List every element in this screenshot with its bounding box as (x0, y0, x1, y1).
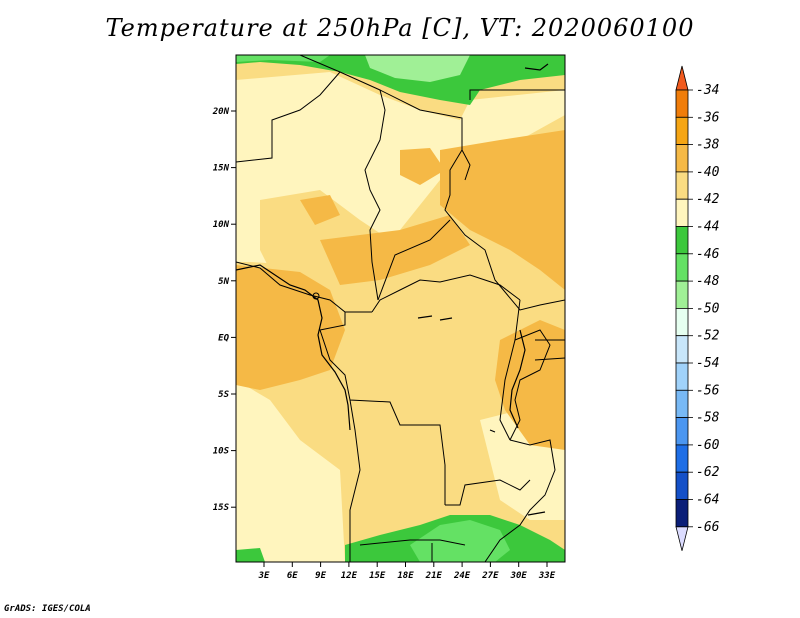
colorbar-swatch (675, 198, 689, 227)
x-tick-label: 15E (369, 571, 386, 581)
field-orange-patch-1 (400, 148, 445, 185)
y-tick-label: 5S (218, 390, 229, 400)
colorbar-label: -48 (696, 274, 720, 289)
x-tick-label: 3E (258, 571, 270, 581)
y-tick-label: 20N (212, 107, 230, 117)
field-orange-northeast (440, 130, 565, 290)
coastlines-lakes (236, 63, 549, 516)
y-tick-label: 15N (213, 164, 230, 174)
colorbar-swatch (675, 335, 689, 364)
colorbar-label: -64 (696, 493, 719, 508)
y-tick-label: 10N (213, 220, 230, 230)
x-tick-label: 33E (538, 571, 556, 581)
x-tick-label: 24E (453, 571, 471, 581)
x-tick-label: 30E (510, 571, 528, 581)
colorbar-top-arrow (675, 65, 689, 91)
colorbar-label: -34 (696, 83, 719, 98)
colorbar-label: -54 (696, 356, 719, 371)
y-tick-label: 10S (213, 447, 230, 457)
lake-marker (312, 292, 320, 300)
colorbar-label: -60 (696, 438, 720, 453)
colorbar-label: -40 (696, 165, 720, 180)
temperature-field (236, 55, 565, 562)
field-green-north (236, 55, 565, 105)
colorbar-bottom-arrow (675, 526, 689, 551)
field-lightgreen-south (410, 520, 510, 562)
colorbar-swatch (675, 253, 689, 282)
colorbar-label: -52 (696, 329, 720, 344)
field-orange-west (236, 265, 345, 390)
map-title: Temperature at 250hPa [C], VT: 202006010… (105, 14, 695, 42)
country-borders (236, 55, 565, 562)
colorbar-swatch (675, 226, 689, 255)
field-orange-central-band (320, 215, 470, 285)
x-tick-label: 12E (341, 571, 358, 581)
colorbar-swatch (675, 89, 689, 118)
colorbar-swatch (675, 280, 689, 309)
colorbar-swatch (675, 116, 689, 146)
y-tick-label: 15S (213, 503, 230, 513)
colorbar-label: -50 (696, 301, 720, 316)
x-tick-label: 9E (315, 571, 326, 581)
field-pale-southwest (236, 380, 345, 562)
x-axis: 3E 6E 9E 12E 15E 18E 21E 24E 27E 30E 33E (258, 562, 556, 581)
colorbar-label: -44 (696, 220, 719, 235)
x-tick-label: 18E (397, 571, 414, 581)
colorbar-label: -66 (696, 520, 720, 535)
colorbar-label: -42 (696, 192, 720, 207)
colorbar-swatch (675, 471, 689, 500)
x-tick-label: 6E (287, 571, 298, 581)
colorbar-swatch (675, 307, 689, 337)
x-tick-label: 21E (425, 571, 443, 581)
colorbar-swatch (675, 499, 689, 528)
colorbar-swatch (675, 362, 689, 391)
x-tick-label: 27E (481, 571, 499, 581)
colorbar-label: -58 (696, 411, 720, 426)
colorbar-label: -46 (696, 247, 720, 262)
field-orange-patch-2 (300, 195, 340, 225)
colorbar-label: -36 (696, 110, 720, 125)
field-green-southwest (236, 548, 265, 562)
map-frame (235, 54, 566, 563)
colorbar-label: -62 (696, 465, 720, 480)
colorbar-swatch (675, 444, 689, 473)
field-palegreen-north (365, 55, 470, 82)
grads-credit: GrADS: IGES/COLA (4, 604, 91, 614)
y-tick-label: EQ (218, 333, 229, 343)
colorbar-swatch (675, 389, 689, 418)
colorbar-label: -56 (696, 383, 720, 398)
colorbar-swatch (675, 144, 689, 173)
colorbar: -34 -36 -38 -40 -42 -44 -46 -48 -50 -52 -54 -56 -58 -… (675, 65, 720, 551)
y-axis: 20N 15N 10N 5N EQ 5S 10S 15S (212, 107, 236, 513)
colorbar-swatch (675, 171, 689, 200)
field-lightgreen-north (236, 55, 330, 62)
colorbar-swatch (675, 417, 689, 446)
colorbar-label: -38 (696, 138, 720, 153)
y-tick-label: 5N (218, 277, 229, 287)
